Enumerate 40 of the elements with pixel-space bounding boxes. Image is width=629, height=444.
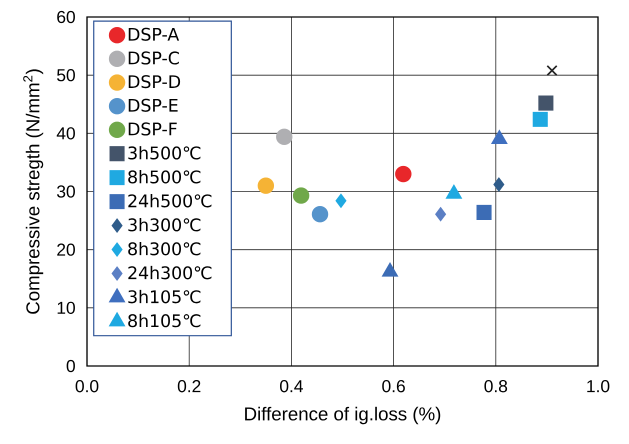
y-axis-title: Compressive stregth (N/mm$^{2}$) — [23, 69, 44, 314]
y-tick-label: 30 — [57, 185, 75, 198]
legend-label: 24h500℃ — [128, 194, 212, 208]
point — [336, 194, 346, 208]
point — [532, 112, 548, 127]
legend-label: DSP-F — [128, 122, 177, 136]
legend-label: 3h300℃ — [128, 218, 200, 232]
point — [276, 128, 292, 146]
legend-label: DSP-C — [128, 51, 179, 65]
point — [292, 187, 310, 204]
x-tick-label: 0.2 — [178, 380, 200, 392]
legend-label: 8h105℃ — [128, 314, 200, 328]
x-tick-label: 0.0 — [76, 380, 98, 392]
y-tick-label: 10 — [58, 302, 75, 314]
point — [493, 178, 504, 192]
point — [435, 207, 446, 222]
x-tick-label: 0.4 — [280, 380, 303, 392]
legend-label: 8h500℃ — [128, 170, 200, 184]
point — [258, 177, 274, 194]
y-tick-label: 50 — [57, 69, 75, 82]
point — [476, 204, 492, 220]
x-axis-title: Difference of ig.loss (%) — [245, 406, 440, 424]
point — [395, 166, 412, 182]
point — [546, 64, 558, 76]
y-tick-label: 40 — [56, 127, 75, 140]
x-tick-label: 1.0 — [587, 380, 610, 392]
legend-label: DSP-E — [128, 98, 178, 112]
legend-label: 3h105℃ — [128, 290, 200, 304]
legend-label: DSP-A — [128, 28, 180, 41]
point — [312, 206, 328, 222]
y-tick-label: 60 — [57, 10, 75, 24]
legend-label: 3h500℃ — [128, 146, 200, 160]
x-tick-label: 0.8 — [484, 380, 508, 392]
y-tick-label: 0 — [66, 360, 75, 372]
y-tick-label: 20 — [57, 244, 75, 256]
point — [538, 96, 554, 111]
x-tick-label: 0.6 — [382, 380, 405, 392]
legend-label: DSP-D — [128, 75, 180, 88]
legend-label: 8h300℃ — [128, 242, 200, 256]
legend-label: 24h300℃ — [128, 266, 212, 280]
